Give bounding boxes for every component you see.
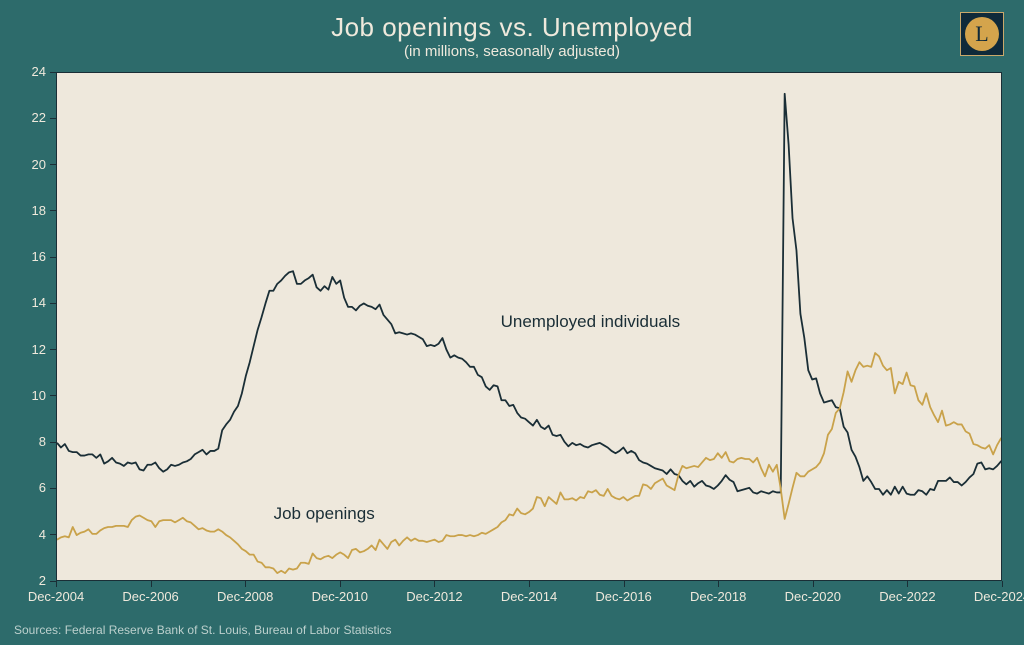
xtick-label: Dec-2018 [690, 589, 746, 604]
series-label: Unemployed individuals [501, 312, 681, 332]
ytick-mark [50, 118, 56, 119]
ytick-label: 22 [14, 110, 46, 125]
xtick-label: Dec-2020 [785, 589, 841, 604]
xtick-mark [245, 581, 246, 587]
xtick-mark [434, 581, 435, 587]
series-line [57, 353, 1001, 573]
xtick-label: Dec-2012 [406, 589, 462, 604]
ytick-mark [50, 395, 56, 396]
ytick-label: 14 [14, 295, 46, 310]
xtick-mark [718, 581, 719, 587]
series-label: Job openings [274, 504, 375, 524]
xtick-label: Dec-2024 [974, 589, 1024, 604]
ytick-label: 16 [14, 249, 46, 264]
publisher-logo: L [960, 12, 1004, 56]
xtick-mark [56, 581, 57, 587]
xtick-mark [151, 581, 152, 587]
logo-letter: L [975, 21, 988, 47]
plot-wrap: 24681012141618202224Dec-2004Dec-2006Dec-… [14, 62, 1010, 609]
xtick-mark [624, 581, 625, 587]
ytick-mark [50, 303, 56, 304]
ytick-label: 18 [14, 203, 46, 218]
ytick-label: 10 [14, 388, 46, 403]
xtick-mark [813, 581, 814, 587]
xtick-label: Dec-2016 [595, 589, 651, 604]
xtick-label: Dec-2008 [217, 589, 273, 604]
xtick-label: Dec-2004 [28, 589, 84, 604]
ytick-label: 6 [14, 480, 46, 495]
sources-text: Sources: Federal Reserve Bank of St. Lou… [14, 623, 392, 637]
logo-circle: L [965, 17, 999, 51]
ytick-label: 2 [14, 573, 46, 588]
ytick-mark [50, 349, 56, 350]
chart-subtitle: (in millions, seasonally adjusted) [12, 43, 1012, 60]
xtick-label: Dec-2022 [879, 589, 935, 604]
ytick-mark [50, 488, 56, 489]
chart-container: Job openings vs. Unemployed (in millions… [0, 0, 1024, 645]
ytick-mark [50, 534, 56, 535]
ytick-mark [50, 442, 56, 443]
ytick-mark [50, 164, 56, 165]
xtick-mark [907, 581, 908, 587]
ytick-label: 20 [14, 157, 46, 172]
ytick-label: 8 [14, 434, 46, 449]
chart-title: Job openings vs. Unemployed [12, 12, 1012, 43]
xtick-mark [1002, 581, 1003, 587]
ytick-mark [50, 257, 56, 258]
xtick-mark [529, 581, 530, 587]
xtick-label: Dec-2006 [122, 589, 178, 604]
ytick-label: 4 [14, 527, 46, 542]
xtick-label: Dec-2014 [501, 589, 557, 604]
xtick-label: Dec-2010 [312, 589, 368, 604]
ytick-label: 12 [14, 342, 46, 357]
ytick-label: 24 [14, 64, 46, 79]
ytick-mark [50, 210, 56, 211]
xtick-mark [340, 581, 341, 587]
ytick-mark [50, 72, 56, 73]
series-line [57, 94, 1001, 495]
